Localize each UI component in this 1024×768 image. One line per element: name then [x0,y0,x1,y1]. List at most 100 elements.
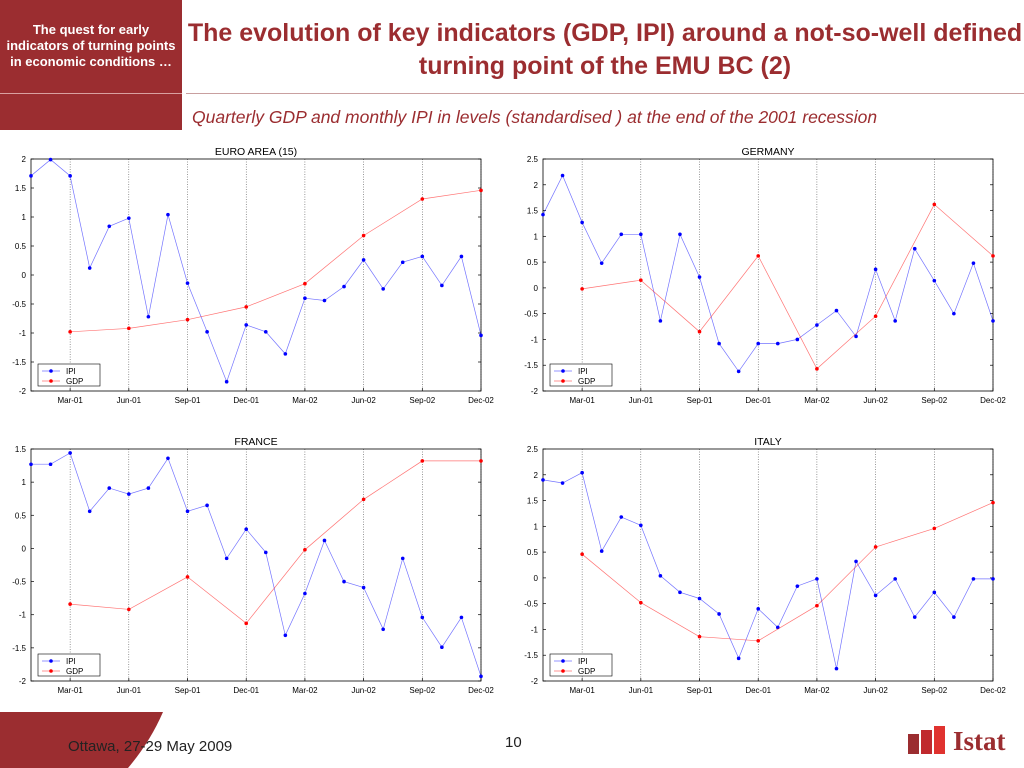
y-tick-label: 2.5 [527,445,539,454]
series-line-gdp [581,502,994,642]
y-tick-label: 1.5 [15,445,27,454]
point-ipi [459,254,464,259]
legend-marker-gdp [561,669,565,673]
point-ipi [185,281,190,285]
legend-box [549,363,613,387]
section-title: The quest for early indicators of turnin… [6,22,176,69]
y-tick-label: 0 [22,544,27,553]
section-title-box: The quest for early indicators of turnin… [0,0,182,92]
point-gdp [479,459,483,463]
point-gdp [479,188,483,193]
y-tick-label: 1.5 [527,207,539,216]
point-ipi [166,212,170,217]
point-ipi [381,287,385,291]
y-tick-label: 1 [22,213,27,222]
point-ipi [619,515,624,519]
y-tick-label: -1 [531,335,539,344]
legend-label-ipi: IPI [578,657,588,666]
series-line-ipi [31,452,482,677]
y-tick-label: -2 [19,677,27,686]
point-ipi [756,607,761,611]
y-tick-label: 2.5 [527,155,539,164]
y-tick-label: -0.5 [524,600,538,609]
y-tick-label: 2 [22,155,27,164]
legend-label-ipi: IPI [66,367,76,376]
x-tick-label: Sep-01 [175,396,201,405]
point-ipi [854,559,858,564]
chart-svg-italy: ITALY Mar-01 Jun-01 Sep-01 Dec-01 Mar-02 Jun-0… [524,436,1006,695]
point-ipi [400,260,405,265]
point-gdp [68,602,72,606]
y-tick-label: -0.5 [12,578,26,587]
point-gdp [756,254,761,258]
plot-frame [30,448,482,682]
series-line-gdp [70,460,481,624]
point-ipi [459,615,464,620]
point-gdp [185,575,190,579]
x-tick-label: Jun-01 [629,686,654,695]
point-ipi [854,334,858,339]
point-ipi [127,492,131,496]
point-ipi [736,369,741,374]
point-ipi [342,284,346,289]
chart-title: EURO AREA (15) [215,146,297,158]
point-ipi [580,220,584,225]
point-gdp [361,497,366,502]
point-ipi [873,267,878,272]
point-ipi [834,666,839,671]
chart-euro-area: EURO AREA (15) Mar-01 Jun-01 Sep-01 Dec-01 Ma… [2,142,502,412]
y-tick-label: -1.5 [12,358,26,367]
point-ipi [29,462,33,467]
point-ipi [580,470,584,475]
point-ipi [48,157,53,162]
point-gdp [127,326,131,331]
legend-marker-ipi [49,369,53,373]
x-tick-label: Dec-02 [468,396,494,405]
legend-label-gdp: GDP [578,377,595,386]
point-ipi [717,341,721,346]
y-tick-label: -1 [19,611,27,620]
point-ipi [440,283,444,288]
legend-box [37,363,101,387]
y-tick-label: -0.5 [524,310,538,319]
point-ipi [756,341,761,346]
y-tick-label: -0.5 [12,300,26,309]
point-gdp [873,545,878,549]
point-gdp [420,459,425,463]
y-tick-label: 0.5 [15,242,27,251]
point-ipi [971,577,976,581]
y-tick-label: 0.5 [15,511,27,520]
point-ipi [127,216,131,220]
point-ipi [361,258,366,262]
x-tick-label: Mar-02 [804,396,830,405]
point-ipi [342,579,346,584]
footer-decoration [0,712,163,768]
point-ipi [283,633,288,638]
point-ipi [834,308,839,313]
point-gdp [756,638,761,643]
x-tick-label: Jun-01 [117,686,142,695]
point-ipi [322,298,327,303]
point-ipi [952,311,956,316]
x-tick-label: Jun-02 [351,396,376,405]
legend-label-ipi: IPI [578,367,588,376]
point-gdp [991,254,995,258]
point-gdp [244,305,249,309]
point-ipi [639,232,643,237]
series-line-ipi [30,159,482,383]
legend-box [37,653,101,677]
y-tick-label: 1 [534,232,539,241]
point-ipi [560,173,565,178]
point-ipi [971,261,976,265]
x-tick-label: Mar-01 [57,396,83,405]
point-ipi [775,341,780,346]
point-ipi [932,590,937,595]
x-tick-label: Dec-01 [745,396,771,405]
series-line-gdp [582,203,994,370]
point-ipi [322,538,327,543]
point-ipi [678,590,682,595]
y-tick-label: 1 [22,478,27,487]
